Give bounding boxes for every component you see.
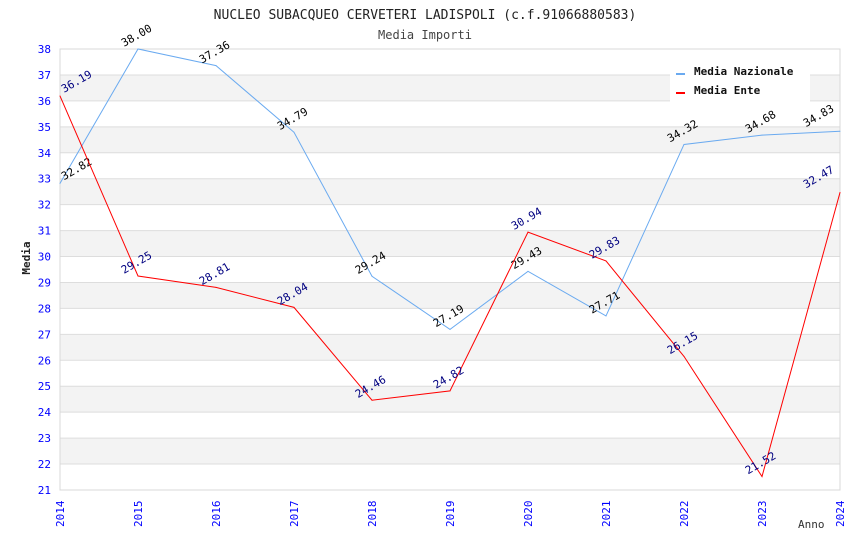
data-point [59, 95, 61, 97]
data-label: 38.00 [119, 22, 154, 50]
y-tick-label: 22 [38, 458, 51, 471]
x-tick-label: 2018 [366, 501, 379, 528]
y-tick-label: 28 [38, 302, 51, 315]
data-point [137, 275, 139, 277]
legend-swatch [676, 73, 685, 75]
data-point [293, 131, 295, 133]
x-axis-label: Anno [798, 518, 825, 531]
y-tick-label: 37 [38, 69, 51, 82]
grid-band [60, 230, 840, 257]
data-point [449, 328, 451, 330]
y-tick-label: 34 [38, 147, 52, 160]
grid-band [60, 334, 840, 361]
data-point [137, 48, 139, 50]
data-point [293, 306, 295, 308]
y-tick-label: 26 [38, 354, 51, 367]
x-tick-label: 2015 [132, 501, 145, 528]
data-point [527, 231, 529, 233]
y-tick-label: 21 [38, 484, 51, 497]
y-tick-label: 30 [38, 251, 51, 264]
data-point [605, 315, 607, 317]
chart-subtitle: Media Importi [378, 28, 472, 42]
y-tick-label: 27 [38, 328, 51, 341]
y-tick-label: 29 [38, 276, 51, 289]
legend-label: Media Nazionale [694, 65, 794, 78]
data-point [839, 191, 841, 193]
x-tick-label: 2019 [444, 501, 457, 528]
x-tick-label: 2021 [600, 501, 613, 528]
data-point [371, 399, 373, 401]
y-tick-label: 25 [38, 380, 51, 393]
grid-band [60, 178, 840, 205]
y-tick-label: 23 [38, 432, 51, 445]
data-point [839, 130, 841, 132]
y-tick-label: 36 [38, 95, 51, 108]
x-tick-label: 2016 [210, 501, 223, 528]
plot-border [59, 48, 841, 491]
grid-band [60, 126, 840, 153]
data-label: 34.83 [801, 102, 836, 130]
data-point [449, 390, 451, 392]
data-label: 30.94 [509, 205, 545, 233]
y-tick-label: 33 [38, 173, 51, 186]
y-tick-label: 35 [38, 121, 51, 134]
legend-box [670, 58, 810, 102]
data-point [605, 260, 607, 262]
data-point [683, 143, 685, 145]
y-tick-label: 31 [38, 225, 51, 238]
x-tick-label: 2023 [756, 501, 769, 528]
legend-swatch [676, 92, 685, 94]
data-point [59, 182, 61, 184]
x-tick-label: 2024 [834, 500, 847, 527]
data-point [683, 355, 685, 357]
data-label: 37.36 [197, 38, 232, 66]
y-tick-label: 38 [38, 43, 51, 56]
y-axis-label: Media [20, 241, 33, 274]
x-tick-label: 2017 [288, 501, 301, 528]
x-tick-label: 2014 [54, 500, 67, 527]
legend-label: Media Ente [694, 84, 761, 97]
x-tick-label: 2020 [522, 501, 535, 528]
grid-band [60, 282, 840, 309]
x-tick-label: 2022 [678, 501, 691, 528]
data-point [371, 275, 373, 277]
grid-band [60, 438, 840, 465]
chart-title: NUCLEO SUBACQUEO CERVETERI LADISPOLI (c.… [214, 8, 637, 23]
data-point [761, 134, 763, 136]
data-point [527, 270, 529, 272]
data-point [761, 476, 763, 478]
data-point [215, 65, 217, 67]
y-tick-label: 32 [38, 199, 51, 212]
y-tick-label: 24 [38, 406, 52, 419]
data-point [215, 286, 217, 288]
